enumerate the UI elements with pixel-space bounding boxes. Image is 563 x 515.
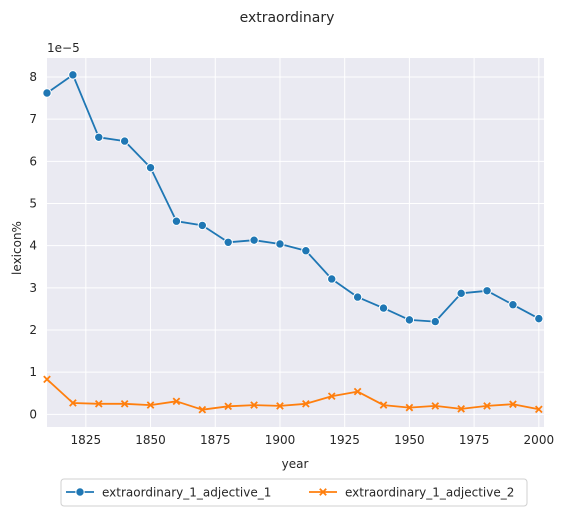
data-point (249, 235, 259, 245)
data-point (223, 237, 233, 247)
grid (47, 58, 544, 427)
data-point (405, 403, 414, 412)
ticks: 1825 1850 1875 1900 1925 1950 1975 2000 0 1 2 3 4 5 6 7… (29, 70, 554, 447)
data-point (534, 313, 544, 324)
y-tick-label: 1 (29, 365, 37, 379)
data-point (250, 401, 258, 409)
data-point (146, 401, 155, 409)
x-axis-label: year (282, 457, 309, 471)
data-point (94, 132, 104, 142)
data-point (276, 402, 284, 410)
chart-title: extraordinary (240, 10, 335, 26)
data-point (327, 392, 336, 401)
y-tick-label: 6 (29, 154, 37, 168)
legend-marker (75, 487, 85, 497)
data-point (172, 397, 181, 406)
legend-label: extraordinary_1_adjective_1 (102, 486, 271, 500)
y-tick-label: 8 (29, 70, 37, 84)
data-point (197, 220, 208, 231)
data-point (145, 162, 156, 173)
data-point (302, 399, 310, 408)
data-point (120, 399, 129, 408)
data-point (119, 136, 130, 146)
data-point (68, 70, 78, 80)
y-tick-label: 2 (29, 323, 37, 337)
legend: extraordinary_1_adjective_1 extraordinary… (60, 478, 528, 507)
y-scale-label: 1e−5 (47, 41, 80, 55)
data-point (171, 216, 182, 226)
data-point (404, 315, 415, 325)
x-tick-label: 2000 (524, 433, 555, 447)
data-point (301, 246, 311, 256)
series-layer (42, 70, 544, 414)
x-tick-label: 1900 (265, 433, 296, 447)
y-axis-label: lexicon% (10, 221, 24, 275)
data-point (456, 288, 466, 299)
x-tick-label: 1925 (329, 433, 360, 447)
x-tick-label: 1975 (459, 433, 490, 447)
plot-area (47, 58, 544, 427)
data-point (327, 274, 337, 284)
data-point (43, 375, 51, 384)
data-point (224, 402, 233, 411)
data-point (352, 292, 363, 302)
data-point (483, 402, 491, 410)
series-2 (43, 375, 543, 414)
y-tick-label: 3 (29, 281, 37, 295)
data-point (430, 316, 440, 327)
legend-frame (60, 478, 528, 507)
data-point (275, 239, 285, 249)
data-point (482, 286, 492, 296)
series-line (46, 74, 540, 323)
y-tick-label: 5 (29, 196, 37, 210)
x-tick-label: 1850 (135, 433, 166, 447)
data-point (508, 300, 518, 310)
data-point (198, 405, 207, 414)
data-point (457, 405, 466, 413)
data-point (42, 88, 52, 98)
legend-marker (319, 488, 327, 496)
legend-label: extraordinary_1_adjective_2 (345, 486, 514, 500)
data-point (379, 401, 388, 409)
y-tick-label: 7 (29, 112, 37, 126)
x-tick-label: 1825 (71, 433, 102, 447)
data-point (534, 405, 543, 414)
series-line (46, 378, 539, 411)
data-point (94, 399, 103, 408)
x-tick-label: 1950 (394, 433, 425, 447)
data-point (509, 400, 517, 409)
data-point (69, 399, 77, 407)
series-1 (42, 70, 544, 327)
x-tick-label: 1875 (200, 433, 231, 447)
y-tick-label: 4 (29, 239, 37, 253)
y-tick-label: 0 (29, 407, 37, 421)
data-point (431, 402, 440, 410)
data-point (353, 387, 362, 396)
data-point (378, 303, 389, 313)
